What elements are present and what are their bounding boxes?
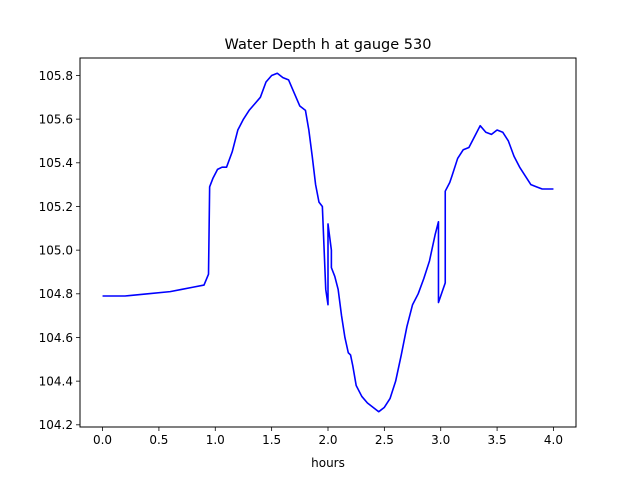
x-tick-label: 3.0: [431, 433, 450, 447]
x-tick-label: 3.5: [488, 433, 507, 447]
y-tick-label: 105.2: [39, 200, 73, 214]
y-tick-label: 105.0: [39, 243, 73, 257]
x-tick-label: 0.0: [93, 433, 112, 447]
x-tick-label: 1.0: [206, 433, 225, 447]
plot-area: 0.0 0.5 1.0 1.5 2.0 2.5 3.0 3.5 4.0 104.2 104.4 104…: [39, 57, 577, 447]
y-tick-label: 104.4: [39, 374, 73, 388]
y-tick-label: 104.6: [39, 331, 73, 345]
y-tick-label: 105.6: [39, 112, 73, 126]
x-axis-label: hours: [311, 456, 345, 470]
x-tick-label: 4.0: [544, 433, 563, 447]
x-tick-label: 2.5: [375, 433, 394, 447]
series-line-0: [102, 72, 554, 413]
x-tick-label: 1.5: [262, 433, 281, 447]
y-tick-label: 104.8: [39, 287, 73, 301]
x-tick-label: 2.0: [318, 433, 337, 447]
x-tick-label: 0.5: [149, 433, 168, 447]
y-tick-label: 105.8: [39, 69, 73, 83]
y-tick-label: 105.4: [39, 156, 73, 170]
chart-title: Water Depth h at gauge 530: [225, 37, 432, 53]
y-tick-label: 104.2: [39, 418, 73, 432]
